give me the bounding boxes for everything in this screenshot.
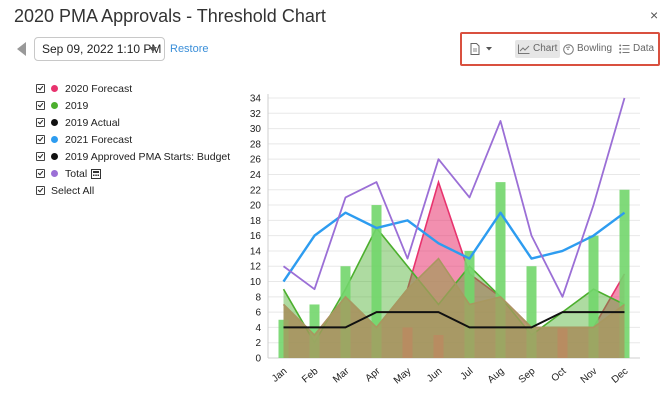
checkbox[interactable] — [36, 152, 45, 161]
x-tick-label: Aug — [486, 366, 507, 386]
checkbox[interactable] — [36, 118, 45, 127]
series-legend: 2020 Forecast 2019 2019 Actual 2021 Fore… — [36, 80, 230, 199]
export-menu-button[interactable] — [470, 40, 495, 58]
bar — [309, 304, 320, 358]
dialog-title: 2020 PMA Approvals - Threshold Chart — [14, 6, 326, 26]
chevron-down-icon — [149, 47, 157, 52]
bar — [619, 189, 630, 358]
checkbox[interactable] — [36, 84, 45, 93]
checkbox[interactable] — [36, 101, 45, 110]
legend-label: 2020 Forecast — [65, 82, 133, 95]
tab-bowling-label: Bowling — [577, 43, 613, 54]
checkbox[interactable] — [36, 135, 45, 144]
tab-data-label: Data — [633, 43, 655, 54]
y-tick-label: 6 — [255, 308, 261, 319]
area-edge-budget — [282, 257, 625, 337]
x-tick-label: Jul — [459, 366, 476, 383]
bar — [371, 205, 382, 358]
legend-item-2019-budget[interactable]: 2019 Approved PMA Starts: Budget — [36, 148, 230, 165]
line-chart-icon — [518, 44, 530, 54]
legend-item-2020-forecast[interactable]: 2020 Forecast — [36, 80, 230, 97]
series-dot-icon — [51, 102, 58, 109]
y-tick-label: 14 — [250, 246, 262, 257]
snapshot-date-value: Sep 09, 2022 1:10 PM — [42, 42, 162, 56]
y-tick-label: 18 — [250, 216, 262, 227]
legend-item-2019[interactable]: 2019 — [36, 97, 230, 114]
y-tick-label: 26 — [250, 155, 262, 166]
x-tick-label: Nov — [579, 366, 600, 386]
y-tick-label: 8 — [255, 292, 261, 303]
line-total — [282, 97, 626, 298]
tab-chart[interactable]: Chart — [515, 40, 561, 58]
y-tick-label: 30 — [250, 124, 262, 135]
y-tick-label: 28 — [250, 139, 262, 150]
series-dot-icon — [51, 119, 58, 126]
tab-chart-label: Chart — [533, 43, 558, 54]
legend-label: 2019 Actual — [65, 116, 120, 129]
legend-label: Total — [65, 167, 88, 180]
legend-label: 2019 Approved PMA Starts: Budget — [65, 150, 231, 163]
y-tick-label: 0 — [255, 354, 261, 365]
calculator-icon[interactable] — [91, 168, 102, 179]
document-icon — [470, 43, 480, 55]
y-tick-label: 32 — [250, 109, 262, 120]
tab-bowling[interactable]: Bowling — [563, 40, 612, 58]
series-dot-icon — [51, 153, 58, 160]
x-tick-label: May — [392, 366, 414, 387]
bar — [526, 266, 537, 358]
area-2020-forecast — [283, 182, 625, 358]
x-tick-label: Jan — [270, 366, 289, 385]
x-tick-label: Sep — [517, 366, 538, 386]
y-tick-label: 22 — [250, 185, 262, 196]
line-2021-forecast — [282, 211, 626, 283]
y-tick-label: 4 — [255, 323, 261, 334]
y-tick-label: 34 — [250, 94, 262, 105]
legend-label: 2019 — [65, 99, 89, 112]
view-toolbar: Chart Bowling Data — [460, 32, 660, 66]
legend-item-total[interactable]: Total — [36, 165, 230, 182]
y-tick-label: 12 — [250, 262, 262, 273]
series-dot-icon — [51, 85, 58, 92]
area-budget — [283, 258, 625, 358]
checkbox[interactable] — [36, 169, 45, 178]
bowling-ball-icon — [563, 43, 574, 55]
previous-snapshot-icon[interactable] — [17, 42, 26, 56]
x-tick-label: Jun — [425, 366, 444, 385]
x-tick-label: Dec — [610, 366, 631, 386]
legend-item-2019-actual[interactable]: 2019 Actual — [36, 114, 230, 131]
line-2019-approved-pma-starts-budget — [283, 311, 625, 329]
x-tick-label: Mar — [331, 365, 352, 385]
series-dot-icon — [51, 136, 58, 143]
y-tick-label: 10 — [250, 277, 262, 288]
bar — [495, 182, 506, 358]
select-all-label: Select All — [51, 184, 95, 197]
tab-data[interactable]: Data — [619, 40, 654, 58]
x-tick-label: Feb — [300, 366, 321, 386]
chevron-down-icon — [486, 47, 492, 51]
x-tick-label: Oct — [549, 366, 568, 385]
legend-label: 2021 Forecast — [65, 133, 133, 146]
select-all[interactable]: Select All — [36, 182, 230, 199]
y-tick-label: 16 — [250, 231, 262, 242]
series-dot-icon — [51, 170, 58, 177]
snapshot-date-select[interactable]: Sep 09, 2022 1:10 PM — [34, 37, 165, 61]
x-tick-label: Apr — [363, 365, 383, 384]
close-icon[interactable]: × — [650, 7, 659, 23]
bar — [588, 235, 599, 358]
checkbox[interactable] — [36, 186, 45, 195]
y-tick-label: 2 — [255, 338, 261, 349]
restore-link[interactable]: Restore — [170, 43, 209, 55]
y-tick-label: 20 — [250, 201, 262, 212]
list-icon — [619, 44, 630, 54]
y-tick-label: 24 — [250, 170, 262, 181]
legend-item-2021-forecast[interactable]: 2021 Forecast — [36, 131, 230, 148]
